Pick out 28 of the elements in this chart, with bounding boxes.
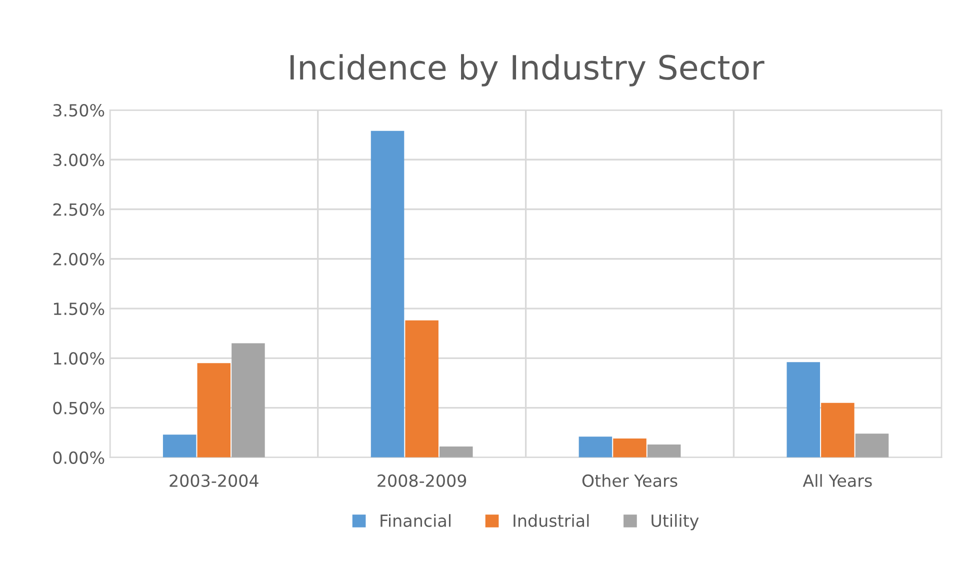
y-tick-label: 3.00% [53,154,104,166]
bar [613,438,646,458]
x-tick-label: Other Years [582,474,678,487]
bar [405,320,438,458]
y-tick-label: 0.50% [53,402,104,414]
legend-label: Utility [652,514,699,530]
bar [647,444,681,458]
bar [197,363,231,458]
bar [370,130,404,458]
bar [821,402,854,458]
bar [162,434,196,458]
y-tick-label: 3.50% [53,104,104,117]
legend-label: Industrial [514,514,589,527]
y-tick-label: 2.00% [53,252,104,266]
chart-title: Incidence by Industry Sector [290,54,764,86]
y-tick-label: 0.00% [53,451,104,464]
legend-label: Financial [380,514,450,527]
y-tick-label: 2.50% [53,203,104,216]
y-tick-label: 1.00% [54,352,104,365]
bar [440,446,473,458]
bar [578,436,612,458]
x-tick-label: 2003-2004 [170,474,258,487]
x-tick-label: 2008-2009 [378,474,466,487]
bar [855,434,889,458]
y-tick-label: 1.50% [54,302,104,316]
bar [786,362,820,458]
bar [232,343,265,458]
x-tick-label: All Years [802,474,872,487]
